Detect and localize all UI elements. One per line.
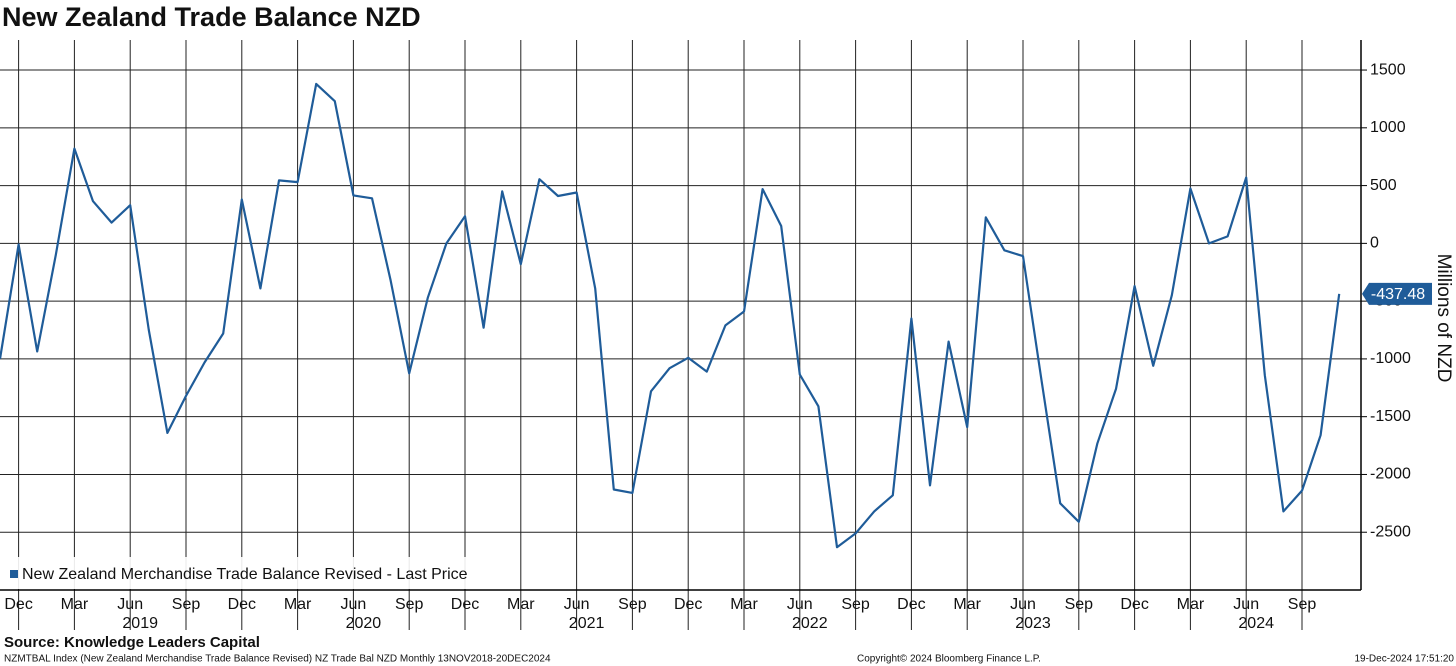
legend-label: New Zealand Merchandise Trade Balance Re… — [22, 566, 468, 583]
x-tick-label: Dec — [897, 596, 925, 613]
y-tick-label: 500 — [1370, 177, 1397, 194]
footer-left: NZMTBAL Index (New Zealand Merchandise T… — [4, 654, 551, 665]
year-label: 2021 — [569, 615, 605, 632]
x-tick-label: Dec — [4, 596, 32, 613]
last-price-label: -437.48 — [1371, 286, 1425, 303]
x-tick-label: Mar — [953, 596, 981, 613]
y-tick-label: -2500 — [1370, 523, 1411, 540]
legend-box — [0, 557, 470, 589]
x-tick-label: Mar — [1177, 596, 1205, 613]
x-tick-label: Sep — [841, 596, 870, 613]
year-label: 2020 — [346, 615, 382, 632]
data-line — [0, 82, 1341, 549]
y-tick-label: 0 — [1370, 235, 1379, 252]
x-tick-label: Dec — [674, 596, 702, 613]
year-label: 2019 — [122, 615, 158, 632]
x-tick-label: Mar — [507, 596, 535, 613]
x-tick-label: Jun — [787, 596, 813, 613]
y-tick-label: 1000 — [1370, 119, 1406, 136]
x-tick-label: Jun — [341, 596, 367, 613]
x-tick-label: Jun — [1010, 596, 1036, 613]
footer-right: 19-Dec-2024 17:51:20 — [1354, 654, 1454, 665]
year-label: 2022 — [792, 615, 828, 632]
x-tick-label: Sep — [1065, 596, 1094, 613]
x-tick-label: Jun — [1233, 596, 1259, 613]
x-tick-label: Dec — [451, 596, 479, 613]
year-label: 2024 — [1238, 615, 1274, 632]
y-tick-label: 1500 — [1370, 61, 1406, 78]
y-tick-label: -2000 — [1370, 466, 1411, 483]
x-tick-label: Dec — [228, 596, 256, 613]
last-price-box — [1362, 282, 1432, 305]
x-tick-label: Sep — [395, 596, 424, 613]
x-tick-label: Sep — [172, 596, 201, 613]
footer-center: Copyright© 2024 Bloomberg Finance L.P. — [857, 654, 1041, 665]
legend-swatch — [10, 570, 18, 578]
source: Source: Knowledge Leaders Capital — [4, 634, 260, 651]
x-tick-label: Mar — [284, 596, 312, 613]
y-tick-label: -1000 — [1370, 350, 1411, 367]
x-tick-label: Dec — [1120, 596, 1148, 613]
x-tick-label: Sep — [1288, 596, 1317, 613]
x-tick-label: Mar — [61, 596, 89, 613]
y-axis-label: Millions of NZD — [1433, 254, 1454, 383]
y-tick-label: -1500 — [1370, 408, 1411, 425]
x-tick-label: Sep — [618, 596, 647, 613]
x-tick-label: Jun — [564, 596, 590, 613]
x-tick-label: Jun — [117, 596, 143, 613]
chart-title: New Zealand Trade Balance NZD — [2, 2, 421, 32]
year-label: 2023 — [1015, 615, 1051, 632]
x-tick-label: Mar — [730, 596, 758, 613]
